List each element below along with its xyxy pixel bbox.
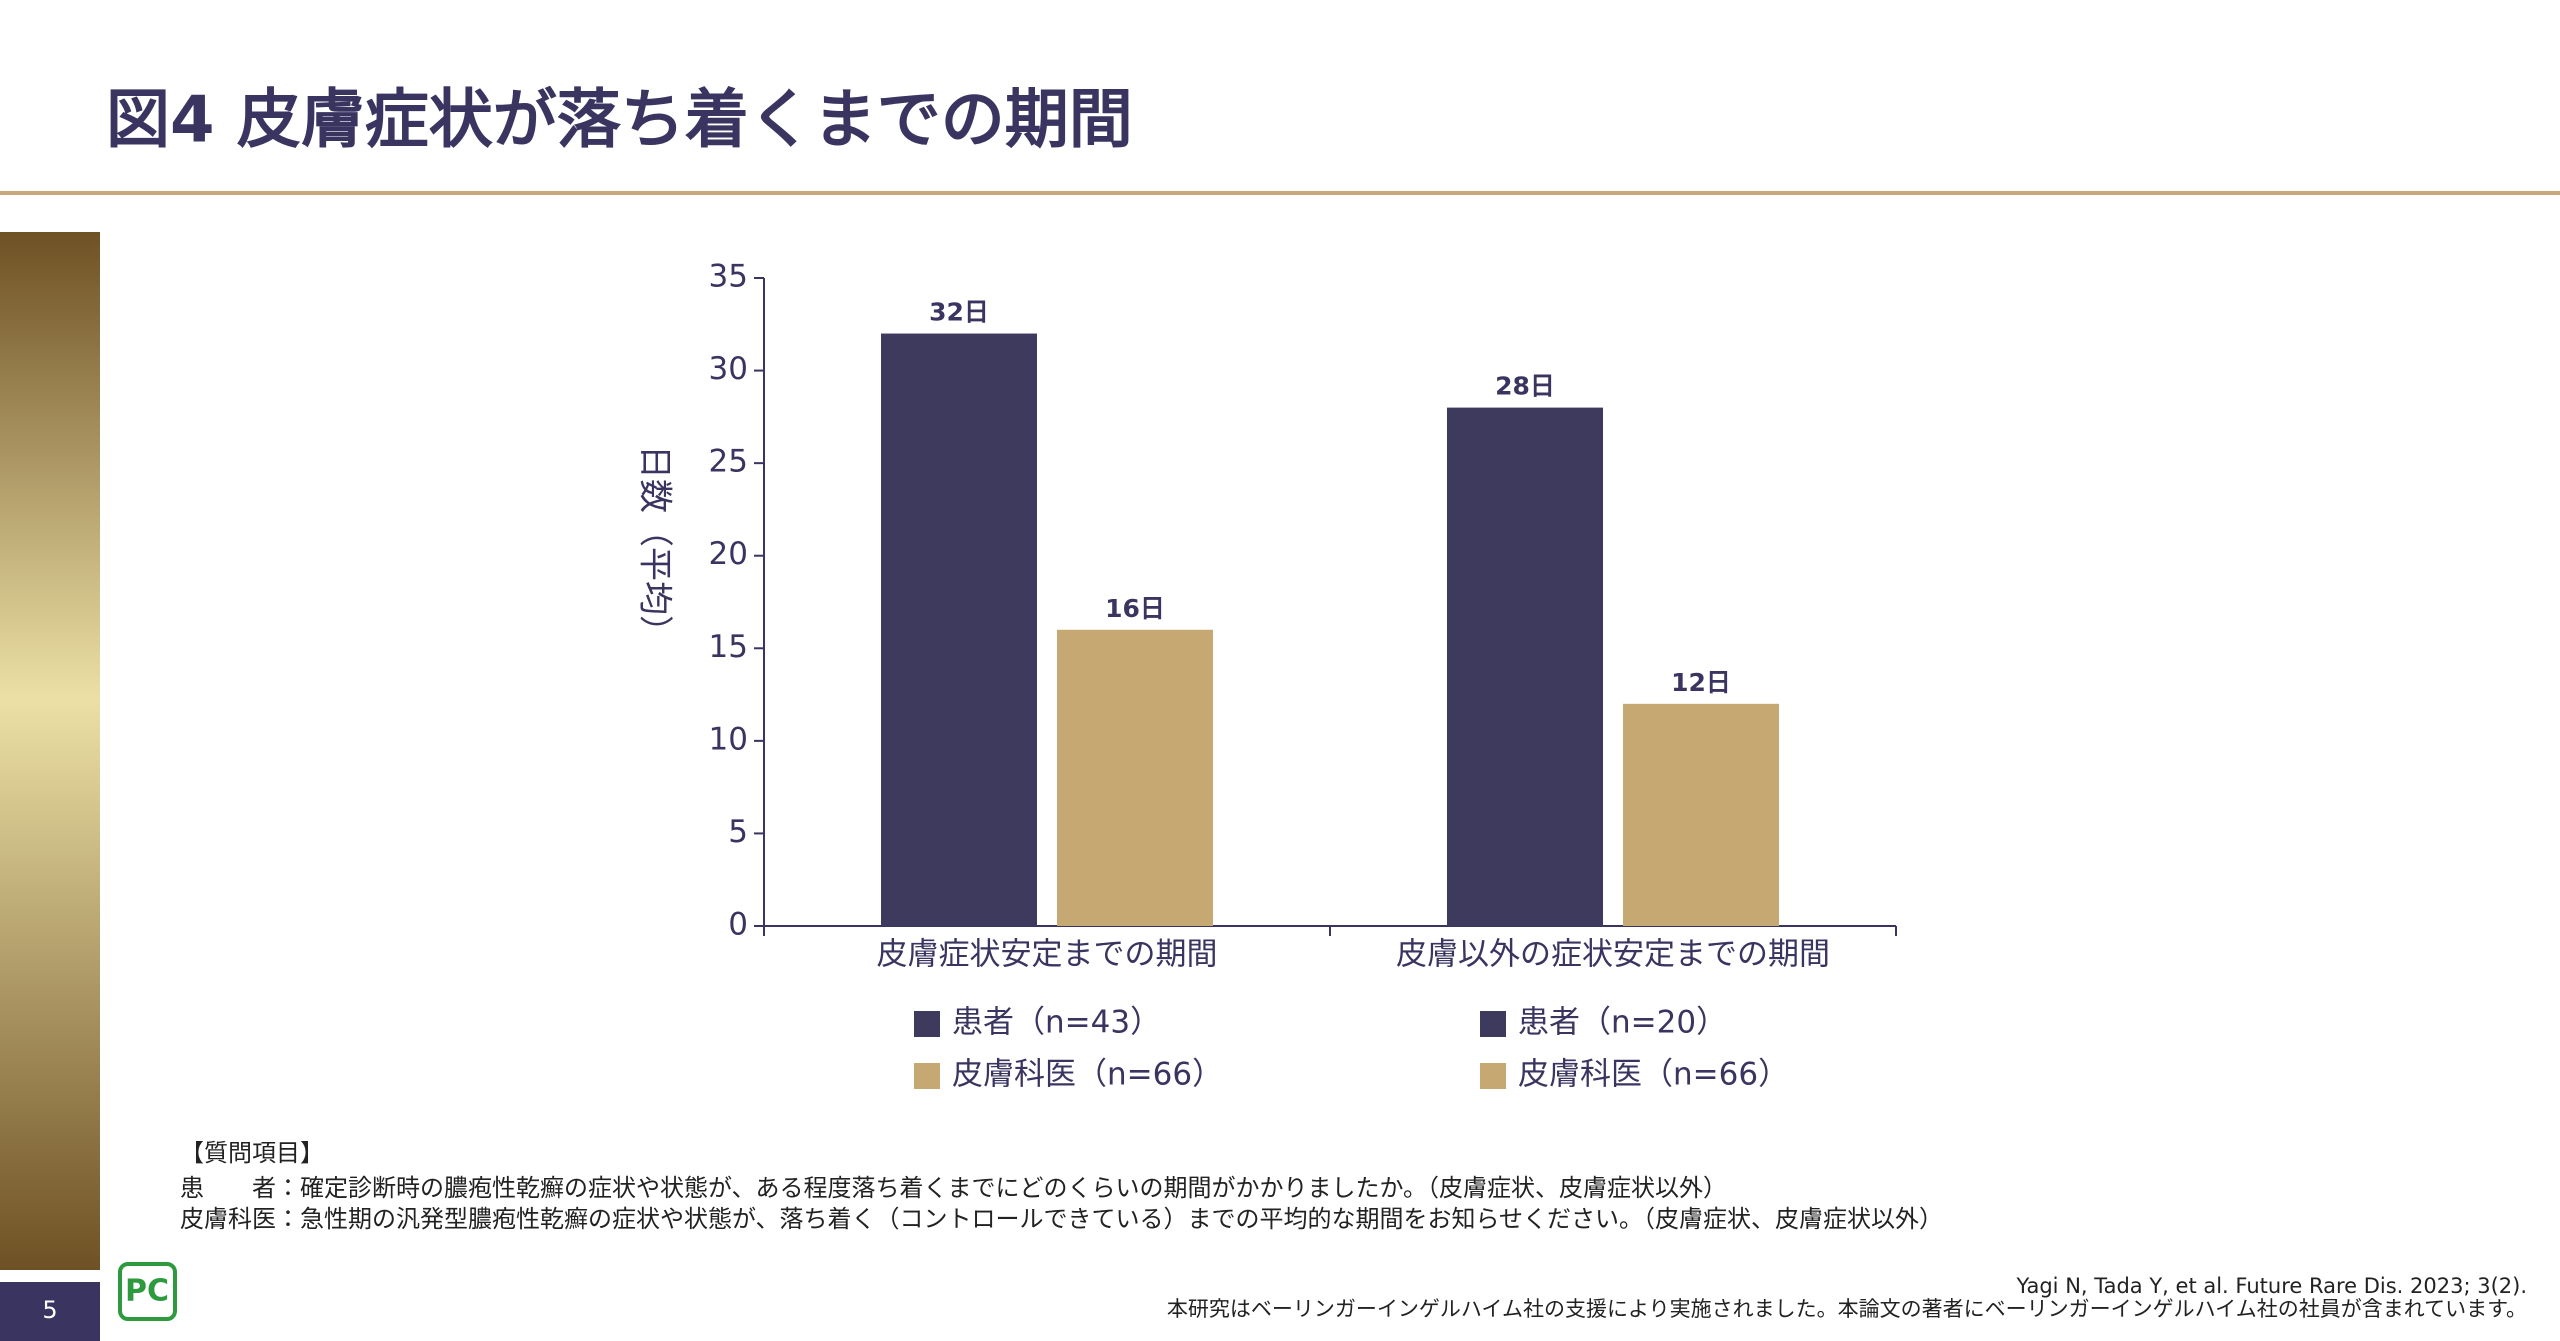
bar (1447, 407, 1603, 927)
y-tick-label: 20 (709, 536, 748, 572)
title-rule (0, 191, 2560, 195)
value-label: 28日 (1495, 372, 1555, 401)
x-tick-label: 皮膚症状安定までの期間 (877, 937, 1218, 973)
y-tick-label: 10 (709, 721, 748, 757)
page-number: 5 (42, 1296, 57, 1324)
note: 皮膚科医：急性期の汎発型膿疱性乾癬の症状や状態が、落ち着く（コントロールできてい… (180, 1205, 1943, 1233)
legend-label: 皮膚科医（n=66） (1518, 1057, 1789, 1093)
legend-label: 皮膚科医（n=66） (952, 1057, 1223, 1093)
y-tick-label: 35 (709, 259, 748, 295)
logo-text: PC (125, 1274, 169, 1309)
citation: Yagi N, Tada Y, et al. Future Rare Dis. … (2016, 1274, 2527, 1298)
x-tick-label: 皮膚以外の症状安定までの期間 (1396, 937, 1830, 973)
title: 図4 皮膚症状が落ち着くまでの期間 (106, 84, 1133, 158)
bar (1057, 629, 1213, 926)
bar (1623, 703, 1779, 926)
note: 【質問項目】 (180, 1139, 324, 1167)
y-tick-label: 30 (709, 351, 748, 387)
bar (881, 333, 1037, 926)
y-tick-label: 0 (728, 907, 748, 943)
value-label: 16日 (1105, 594, 1165, 623)
y-tick-label: 25 (709, 444, 748, 480)
legend-label: 患者（n=43） (952, 1005, 1161, 1041)
page-box (0, 1282, 100, 1341)
legend-swatch (914, 1063, 940, 1089)
y-tick-label: 15 (709, 629, 748, 665)
legend-label: 患者（n=20） (1518, 1005, 1727, 1041)
legend-swatch (1480, 1063, 1506, 1089)
legend-swatch (914, 1011, 940, 1037)
y-tick-label: 5 (728, 814, 748, 850)
note: 患 者：確定診断時の膿疱性乾癬の症状や状態が、ある程度落ち着くまでにどのくらいの… (180, 1174, 1727, 1202)
value-label: 12日 (1671, 668, 1731, 697)
logo (118, 1262, 177, 1321)
side-bar (0, 232, 100, 1270)
y-axis-label: 日数（平均） (635, 445, 675, 649)
legend-swatch (1480, 1011, 1506, 1037)
disclosure: 本研究はベーリンガーインゲルハイム社の支援により実施されました。本論文の著者にベ… (1167, 1297, 2527, 1321)
value-label: 32日 (929, 298, 989, 327)
